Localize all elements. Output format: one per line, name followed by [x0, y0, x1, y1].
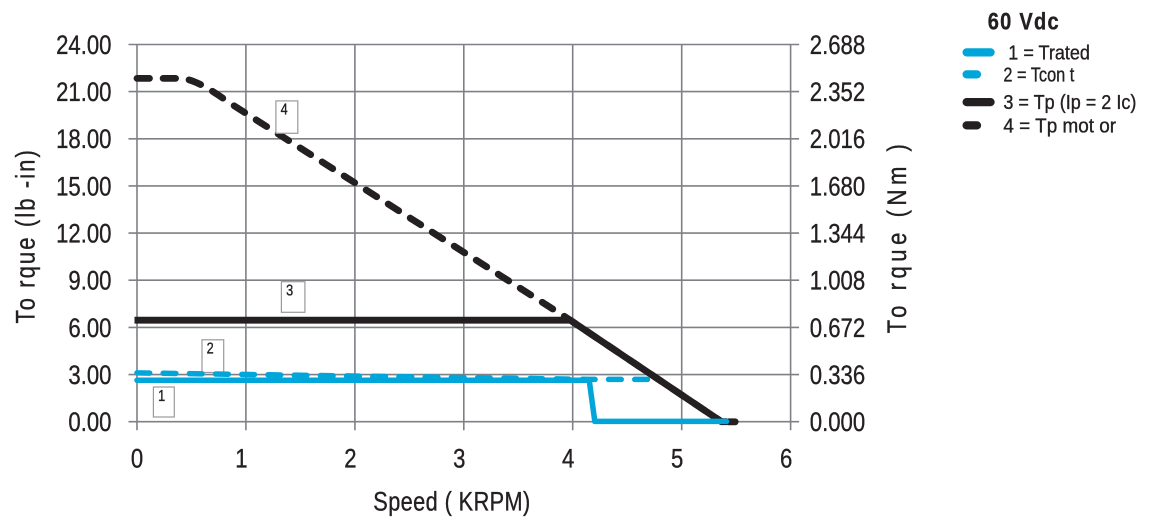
svg-text:4: 4	[562, 445, 574, 475]
svg-text:1 = Trated: 1 = Trated	[1008, 42, 1090, 64]
svg-text:21.00: 21.00	[56, 78, 111, 108]
svg-text:2: 2	[344, 445, 356, 475]
svg-text:2.688: 2.688	[810, 31, 865, 61]
svg-text:0.000: 0.000	[810, 408, 865, 438]
svg-text:0.336: 0.336	[810, 361, 865, 391]
svg-text:0: 0	[131, 445, 143, 475]
svg-text:2.016: 2.016	[810, 125, 865, 155]
svg-text:15.00: 15.00	[56, 172, 111, 202]
svg-text:6: 6	[780, 445, 792, 475]
svg-text:3.00: 3.00	[68, 361, 111, 391]
svg-text:60 Vdc: 60 Vdc	[988, 7, 1060, 34]
svg-text:3 = Tp (Ip = 2 Ic): 3 = Tp (Ip = 2 Ic)	[1003, 92, 1136, 114]
svg-text:1.344: 1.344	[810, 220, 865, 250]
svg-text:12.00: 12.00	[56, 220, 111, 250]
svg-text:9.00: 9.00	[68, 267, 111, 297]
svg-text:To rque (Nm ): To rque (Nm )	[883, 140, 913, 334]
svg-text:6.00: 6.00	[68, 314, 111, 344]
svg-text:2: 2	[207, 340, 214, 357]
svg-text:1.680: 1.680	[810, 172, 865, 202]
svg-text:18.00: 18.00	[56, 125, 111, 155]
svg-text:5: 5	[671, 445, 683, 475]
svg-text:To rque (lb -in): To rque (lb -in)	[11, 148, 41, 323]
svg-text:Speed ( KRPM): Speed ( KRPM)	[373, 488, 530, 518]
svg-text:0.00: 0.00	[68, 408, 111, 438]
svg-text:1.008: 1.008	[810, 267, 865, 297]
svg-text:3: 3	[453, 445, 465, 475]
svg-text:2.352: 2.352	[810, 78, 865, 108]
svg-text:2 = Tcon t: 2 = Tcon t	[1003, 64, 1074, 86]
svg-text:0.672: 0.672	[810, 314, 865, 344]
svg-text:3: 3	[286, 282, 293, 299]
svg-text:1: 1	[235, 445, 247, 475]
svg-text:4 = Tp mot or: 4 = Tp mot or	[1003, 115, 1116, 137]
svg-text:24.00: 24.00	[56, 31, 111, 61]
svg-text:4: 4	[281, 102, 288, 119]
svg-text:1: 1	[158, 388, 165, 405]
